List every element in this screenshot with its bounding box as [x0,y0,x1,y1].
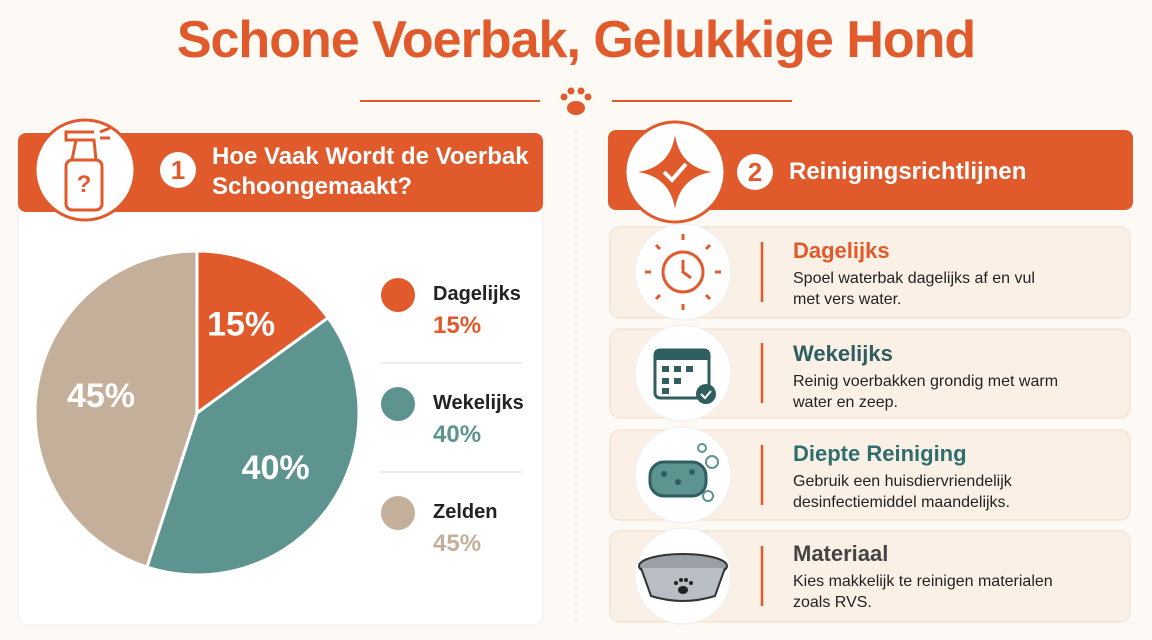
sponge-icon [648,443,719,502]
card-text: Reinig voerbakken grondig met warm water… [793,373,1059,411]
clock-icon [645,234,721,310]
legend-label: Wekelijks [433,392,524,414]
spray-icon [33,118,137,222]
check [662,162,688,183]
panel-header [608,130,1133,210]
pie-slice [195,249,331,416]
pie-slice [33,249,199,569]
question-mark: ? [77,171,92,198]
legend-label: Zelden [433,501,498,523]
bowl-icon [638,553,728,602]
section-title: Reinigingsrichtlijnen [789,158,1027,185]
legend-value: 40% [433,421,482,448]
panel-header [18,133,543,212]
card-title: Diepte Reiniging [793,441,967,466]
slice-label: 45% [67,377,135,415]
legend-swatch [381,387,415,421]
pie-slice [145,315,361,577]
card-title: Materiaal [793,541,889,566]
page-title: Schone Voerbak, Gelukkige Hond [176,11,976,69]
card-text: Spoel waterbak dagelijks af en vul met v… [793,270,1035,308]
section-title: Hoe Vaak Wordt de Voerbak Schoongemaakt? [212,143,529,200]
sparkle [638,135,712,209]
legend-label: Dagelijks [433,283,521,305]
card-text: Gebruik een huisdiervriendelijk desinfec… [793,473,1012,511]
card-title: Wekelijks [793,341,893,366]
section-number: 1 [160,152,196,188]
legend-swatch [381,278,415,312]
legend-swatch [381,496,415,530]
calendar-icon [653,348,716,404]
card-text: Kies makkelijk te reinigen materialen zo… [793,573,1053,611]
spray-bottle [64,126,111,212]
section-number: 2 [737,154,773,190]
legend-value: 45% [433,530,482,557]
slice-label: 15% [207,305,275,343]
legend-value: 15% [433,312,482,339]
paw-icon [560,87,592,115]
card-title: Dagelijks [793,238,890,263]
slice-label: 40% [242,449,310,487]
